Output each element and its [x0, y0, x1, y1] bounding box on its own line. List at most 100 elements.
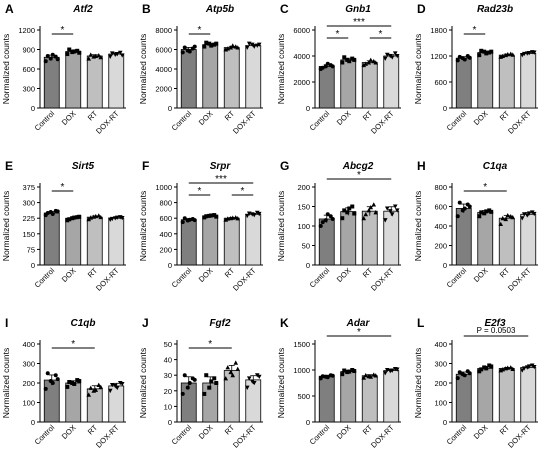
data-point	[244, 45, 250, 50]
data-point	[505, 51, 511, 57]
data-point	[187, 217, 192, 222]
y-tick-label: 4000	[293, 52, 310, 61]
data-point	[244, 385, 250, 390]
x-tick-label: DOX	[60, 109, 78, 127]
data-point	[526, 211, 532, 216]
data-point	[67, 217, 72, 222]
data-point	[43, 386, 48, 391]
data-point	[45, 211, 50, 215]
data-point	[119, 215, 125, 221]
data-point	[98, 384, 104, 389]
bar-control	[318, 66, 335, 109]
x-tick-label: RT	[498, 423, 512, 437]
y-axis-label: Normalized counts	[413, 348, 423, 418]
data-point	[223, 376, 229, 381]
data-point	[361, 215, 367, 221]
y-axis-label: Normalized counts	[276, 34, 286, 104]
y-tick-label: 1200	[430, 52, 447, 61]
data-point	[519, 216, 525, 221]
significance-label: *	[379, 29, 383, 40]
bar-control	[455, 373, 472, 423]
y-tick-label: 0	[443, 418, 447, 427]
y-tick-label: 400	[434, 340, 447, 349]
x-tick-label: DOX	[335, 423, 353, 441]
y-tick-label: 600	[159, 214, 172, 223]
y-tick-label: 0	[306, 261, 310, 270]
data-point	[72, 49, 77, 54]
data-point	[330, 373, 335, 378]
data-point	[246, 376, 252, 381]
data-point	[320, 374, 325, 379]
data-point	[254, 210, 260, 216]
data-point	[394, 54, 400, 59]
data-point	[117, 50, 123, 56]
bar-dox	[65, 51, 82, 109]
y-tick-label: 375	[22, 183, 35, 192]
data-point	[392, 51, 398, 56]
data-point	[45, 371, 50, 376]
data-point	[457, 54, 462, 59]
y-tick-label: 50	[302, 242, 310, 251]
data-point	[192, 218, 197, 223]
x-tick-label: RT	[361, 266, 375, 280]
bar-dox-rt	[520, 367, 537, 423]
data-point	[384, 206, 390, 211]
data-point	[347, 369, 352, 374]
y-tick-label: 1000	[293, 366, 310, 375]
x-tick-label: DOX-RT	[506, 423, 533, 450]
data-point	[342, 368, 347, 373]
data-point	[246, 41, 252, 46]
data-point	[363, 212, 369, 217]
data-point	[209, 379, 214, 384]
data-point	[182, 216, 187, 221]
data-point	[254, 373, 260, 378]
x-tick-label: DOX	[472, 109, 490, 127]
y-tick-label: 600	[22, 65, 35, 74]
data-point	[204, 373, 209, 378]
data-point	[109, 382, 115, 388]
data-point	[479, 210, 484, 215]
data-point	[462, 206, 467, 211]
data-point	[521, 51, 527, 57]
x-tick-label: DOX-RT	[231, 109, 258, 136]
y-tick-label: 900	[22, 46, 35, 55]
x-tick-label: DOX-RT	[231, 266, 258, 293]
data-point	[214, 214, 219, 219]
y-tick-label: 300	[22, 360, 35, 369]
bar-dox-rt	[108, 53, 125, 109]
x-tick-label: RT	[223, 266, 237, 280]
data-point	[50, 381, 55, 385]
data-point	[235, 366, 241, 371]
data-point	[50, 212, 55, 217]
panel-letter: B	[142, 2, 151, 16]
data-point	[389, 212, 395, 217]
data-point	[382, 218, 388, 223]
significance-label: *	[336, 29, 340, 40]
y-tick-label: 20	[164, 387, 172, 396]
data-point	[340, 60, 345, 65]
data-point	[235, 216, 241, 221]
x-tick-label: Control	[308, 109, 332, 133]
x-tick-label: RT	[86, 423, 100, 437]
y-tick-label: 100	[434, 399, 447, 408]
significance-label: *	[357, 327, 361, 338]
significance-label: *	[71, 339, 75, 350]
chart-title: C1qa	[483, 161, 508, 172]
data-point	[96, 213, 102, 218]
panel-letter: L	[417, 316, 424, 330]
data-point	[67, 47, 72, 52]
data-point	[510, 214, 516, 220]
data-point	[368, 374, 374, 379]
data-point	[352, 211, 357, 216]
y-tick-label: 200	[22, 379, 35, 388]
x-tick-label: RT	[498, 109, 512, 123]
data-point	[373, 210, 379, 215]
panel-j: J Fgf2 Normalized counts 0 10 20 30 40 50 Control…	[138, 316, 263, 450]
data-point	[318, 224, 323, 228]
data-point	[225, 46, 231, 51]
bar-control	[318, 375, 335, 423]
panel-letter: G	[280, 159, 289, 173]
panel-a: A Atf2 Normalized counts 0 300 600 900 1200 Cont…	[1, 2, 126, 136]
x-tick-label: Control	[33, 266, 57, 290]
bar-dox-rt	[108, 217, 125, 266]
